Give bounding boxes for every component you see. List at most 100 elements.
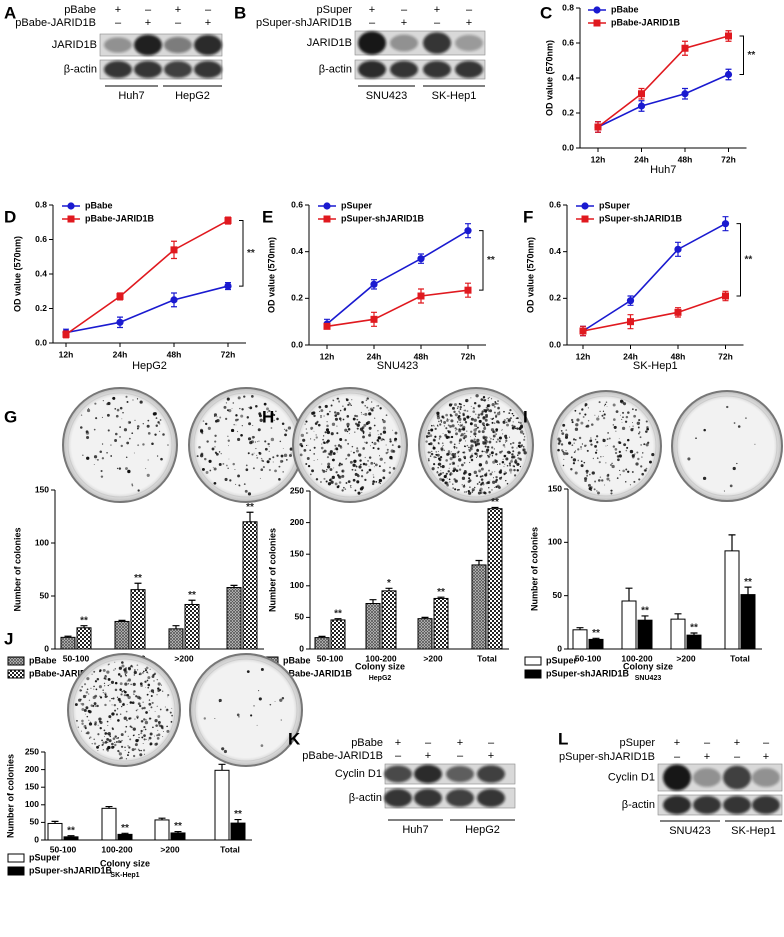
colony	[503, 419, 506, 422]
colony	[635, 408, 637, 411]
colony	[86, 408, 91, 413]
blot-band	[104, 37, 132, 53]
colony	[125, 725, 128, 728]
colony	[601, 414, 604, 417]
colony	[456, 407, 459, 410]
colony	[489, 472, 493, 476]
colony	[364, 405, 366, 407]
colony	[463, 471, 466, 475]
colony	[458, 410, 461, 413]
colony	[452, 425, 454, 427]
colony	[97, 459, 99, 461]
colony	[607, 432, 609, 434]
colony	[156, 694, 158, 696]
marker	[721, 220, 730, 228]
colony	[134, 669, 136, 671]
colony	[754, 443, 756, 445]
colony	[441, 442, 444, 445]
colony	[635, 462, 639, 466]
colony	[480, 398, 484, 401]
colony	[222, 462, 225, 465]
colony	[382, 476, 386, 480]
bar	[114, 620, 130, 650]
legend-label: pSuper-shJARID1B	[29, 865, 113, 875]
colony	[338, 400, 341, 403]
colony	[353, 451, 355, 454]
colony	[255, 404, 258, 408]
colony	[98, 685, 102, 689]
colony	[131, 483, 133, 485]
blot-band	[752, 768, 780, 787]
colony	[336, 425, 338, 427]
colony	[585, 425, 588, 428]
colony	[593, 488, 596, 491]
colony	[336, 451, 338, 453]
colony	[482, 416, 486, 419]
colony	[519, 465, 522, 468]
colony	[464, 445, 467, 448]
colony	[502, 420, 505, 423]
colony	[498, 411, 501, 413]
colony	[638, 418, 641, 422]
colony	[478, 463, 483, 467]
colony	[138, 749, 141, 752]
colony	[480, 482, 483, 485]
colony	[611, 462, 613, 465]
colony	[93, 742, 97, 745]
colony	[80, 703, 82, 705]
colony	[86, 456, 90, 460]
colony	[329, 478, 333, 481]
error-bar	[234, 818, 242, 824]
colony	[119, 406, 123, 410]
colony	[329, 410, 331, 413]
colony	[372, 406, 375, 409]
colony	[473, 438, 476, 441]
colony	[438, 438, 441, 440]
colony	[473, 428, 477, 432]
x-tick-label: 48h	[678, 154, 693, 164]
condition-sign: –	[175, 17, 182, 29]
colony	[358, 465, 362, 469]
y-tick-label: 0.2	[549, 293, 561, 303]
colony	[346, 415, 350, 418]
colony	[340, 420, 342, 422]
x-axis-sublabel: HepG2	[369, 675, 392, 682]
colony	[458, 468, 462, 471]
colony	[214, 419, 218, 423]
colony	[382, 420, 386, 424]
colony	[602, 438, 604, 440]
colony	[434, 427, 437, 431]
colony	[458, 429, 462, 433]
error-bar	[172, 625, 180, 629]
colony	[342, 418, 345, 421]
colony	[274, 701, 276, 703]
colony	[437, 425, 439, 427]
x-tick-label: Total	[477, 653, 497, 663]
colony	[256, 441, 258, 443]
marker	[417, 255, 425, 263]
colony	[251, 453, 254, 456]
colony	[436, 411, 440, 415]
colony	[86, 677, 90, 681]
colony	[149, 668, 151, 670]
colony	[108, 663, 110, 665]
colony	[121, 690, 124, 693]
colony	[509, 464, 512, 467]
colony	[96, 704, 99, 708]
colony	[357, 474, 360, 478]
colony	[283, 453, 288, 458]
colony	[147, 676, 151, 680]
colony	[236, 418, 239, 421]
colony	[371, 482, 375, 486]
colony	[475, 474, 479, 478]
colony	[625, 415, 629, 419]
colony	[631, 408, 634, 411]
colony	[503, 410, 505, 413]
colony	[125, 456, 128, 459]
colony	[491, 471, 493, 473]
colony	[167, 696, 169, 698]
legend-label: pSuper-shJARID1B	[599, 213, 683, 223]
colony	[228, 408, 232, 413]
colony	[496, 464, 498, 465]
blot-band	[446, 789, 474, 807]
